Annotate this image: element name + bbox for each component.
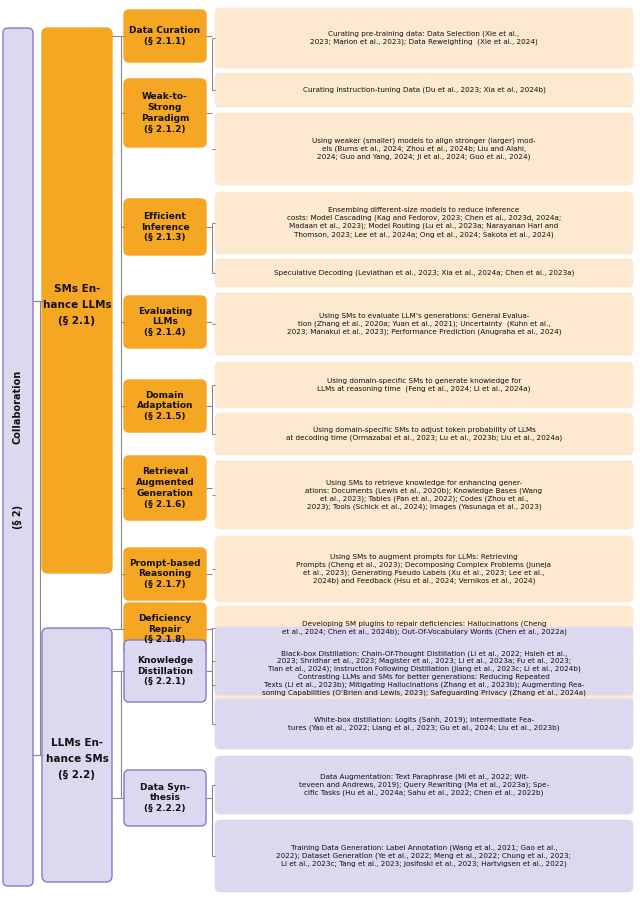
Text: Using SMs to augment prompts for LLMs: Retrieving
Prompts (Cheng et al., 2023); : Using SMs to augment prompts for LLMs: R… [296, 554, 552, 584]
Text: Knowledge
Distillation
(§ 2.2.1): Knowledge Distillation (§ 2.2.1) [137, 655, 193, 686]
Text: Using domain-specific SMs to adjust token probability of LLMs
at decoding time (: Using domain-specific SMs to adjust toke… [286, 427, 562, 441]
FancyBboxPatch shape [215, 654, 633, 716]
Text: (§ 2): (§ 2) [13, 505, 23, 529]
FancyBboxPatch shape [215, 756, 633, 814]
FancyBboxPatch shape [124, 380, 206, 432]
FancyBboxPatch shape [215, 536, 633, 602]
FancyBboxPatch shape [124, 603, 206, 655]
Text: Ensembing different-size models to reduce inference
costs: Model Cascading (Kag : Ensembing different-size models to reduc… [287, 207, 561, 239]
FancyBboxPatch shape [215, 259, 633, 287]
Text: Efficient
Inference
(§ 2.1.3): Efficient Inference (§ 2.1.3) [141, 212, 189, 242]
Text: Using domain-specific SMs to generate knowledge for
LLMs at reasoning time  (Fen: Using domain-specific SMs to generate kn… [317, 378, 531, 392]
FancyBboxPatch shape [124, 10, 206, 62]
FancyBboxPatch shape [215, 461, 633, 529]
Text: SMs En-: SMs En- [54, 283, 100, 293]
Text: (§ 2.1): (§ 2.1) [58, 315, 95, 325]
FancyBboxPatch shape [42, 628, 112, 882]
Text: Using weaker (smaller) models to align stronger (larger) mod-
els (Burns et al.,: Using weaker (smaller) models to align s… [312, 138, 536, 160]
Text: hance SMs: hance SMs [45, 754, 108, 764]
FancyBboxPatch shape [215, 699, 633, 749]
Text: Collaboration: Collaboration [13, 370, 23, 444]
Text: Prompt-based
Reasoning
(§ 2.1.7): Prompt-based Reasoning (§ 2.1.7) [129, 558, 201, 590]
Text: Black-box Distillation: Chain-Of-Thought Distillation (Li et al., 2022; Hsieh et: Black-box Distillation: Chain-Of-Thought… [268, 650, 580, 672]
Text: Curating Instruction-tuning Data (Du et al., 2023; Xia et al., 2024b): Curating Instruction-tuning Data (Du et … [303, 87, 545, 93]
FancyBboxPatch shape [124, 199, 206, 255]
Text: Evaluating
LLMs
(§ 2.1.4): Evaluating LLMs (§ 2.1.4) [138, 307, 192, 337]
FancyBboxPatch shape [124, 548, 206, 600]
Text: Data Syn-
thesis
(§ 2.2.2): Data Syn- thesis (§ 2.2.2) [140, 782, 190, 813]
FancyBboxPatch shape [124, 456, 206, 520]
Text: Using SMs to evaluate LLM’s generations: General Evalua-
tion (Zhang et al., 202: Using SMs to evaluate LLM’s generations:… [287, 314, 561, 335]
Text: Domain
Adaptation
(§ 2.1.5): Domain Adaptation (§ 2.1.5) [137, 391, 193, 421]
Text: Deficiency
Repair
(§ 2.1.8): Deficiency Repair (§ 2.1.8) [138, 613, 191, 644]
Text: Data Augmentation: Text Paraphrase (Mi et al., 2022; Wit-
teveen and Andrews, 20: Data Augmentation: Text Paraphrase (Mi e… [299, 774, 549, 796]
Text: Data Curation
(§ 2.1.1): Data Curation (§ 2.1.1) [129, 27, 200, 46]
FancyBboxPatch shape [124, 79, 206, 147]
Text: Developing SM plugins to repair deficiencies: Hallucinations (Cheng
et al., 2024: Developing SM plugins to repair deficien… [282, 621, 566, 635]
FancyBboxPatch shape [215, 820, 633, 892]
FancyBboxPatch shape [215, 192, 633, 254]
Text: Weak-to-
Strong
Paradigm
(§ 2.1.2): Weak-to- Strong Paradigm (§ 2.1.2) [141, 92, 189, 133]
Text: Curating pre-training data: Data Selection (Xie et al.,
2023; Marion et al., 202: Curating pre-training data: Data Selecti… [310, 31, 538, 45]
FancyBboxPatch shape [215, 73, 633, 107]
Text: Retrieval
Augmented
Generation
(§ 2.1.6): Retrieval Augmented Generation (§ 2.1.6) [136, 467, 195, 508]
FancyBboxPatch shape [215, 606, 633, 650]
FancyBboxPatch shape [215, 413, 633, 455]
FancyBboxPatch shape [215, 8, 633, 68]
Text: hance LLMs: hance LLMs [43, 300, 111, 310]
Text: Training Data Generation: Label Annotation (Wang et al., 2021; Gao et al.,
2022): Training Data Generation: Label Annotati… [276, 845, 572, 867]
Text: LLMs En-: LLMs En- [51, 738, 103, 748]
FancyBboxPatch shape [215, 113, 633, 185]
FancyBboxPatch shape [124, 640, 206, 702]
FancyBboxPatch shape [3, 28, 33, 886]
Text: (§ 2.2): (§ 2.2) [58, 770, 95, 780]
FancyBboxPatch shape [124, 770, 206, 826]
FancyBboxPatch shape [42, 28, 112, 573]
FancyBboxPatch shape [215, 627, 633, 695]
FancyBboxPatch shape [124, 296, 206, 348]
Text: White-box distillation: Logits (Sanh, 2019); Intermediate Fea-
tures (Yao et al.: White-box distillation: Logits (Sanh, 20… [288, 717, 560, 731]
Text: Using SMs to retrieve knowledge for enhancing gener-
ations: Documents (Lewis et: Using SMs to retrieve knowledge for enha… [305, 480, 543, 510]
FancyBboxPatch shape [215, 362, 633, 408]
FancyBboxPatch shape [215, 293, 633, 355]
Text: Speculative Decoding (Leviathan et al., 2023; Xia et al., 2024a; Chen et al., 20: Speculative Decoding (Leviathan et al., … [274, 270, 574, 276]
Text: Contrasting LLMs and SMs for better generations: Reducing Repeated
Texts (Li et : Contrasting LLMs and SMs for better gene… [262, 675, 586, 696]
